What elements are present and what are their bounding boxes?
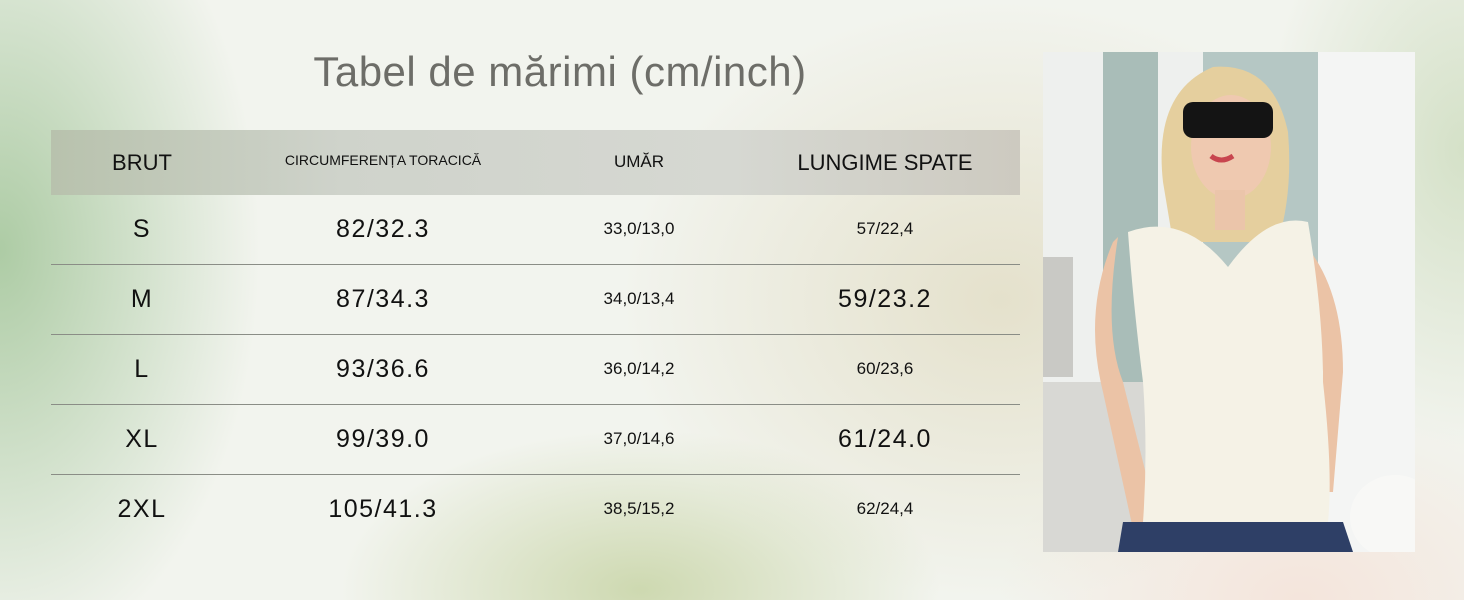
back-length-cell: 57/22,4 (856, 219, 914, 238)
size-cell: S (132, 215, 152, 243)
shoulder-cell: 36,0/14,2 (603, 359, 675, 378)
back-length-cell: 59/23.2 (838, 285, 932, 313)
header-shoulder: UMĂR (613, 152, 665, 171)
chest-cell: 87/34.3 (336, 285, 430, 313)
chest-cell: 99/39.0 (336, 425, 430, 453)
table-row: L 93/36.6 36,0/14,2 60/23,6 (51, 335, 1020, 405)
shoulder-cell: 38,5/15,2 (603, 499, 675, 518)
table-row: S 82/32.3 33,0/13,0 57/22,4 (51, 195, 1020, 265)
table-header: BRUT CIRCUMFERENȚA TORACICĂ UMĂR LUNGIME… (51, 130, 1020, 195)
chest-cell: 82/32.3 (336, 215, 430, 243)
shoulder-cell: 34,0/13,4 (603, 289, 675, 308)
shoulder-cell: 37,0/14,6 (603, 429, 675, 448)
size-cell: M (130, 285, 154, 313)
shoulder-cell: 33,0/13,0 (603, 219, 675, 238)
size-cell: XL (125, 425, 159, 453)
back-length-cell: 62/24,4 (856, 499, 914, 518)
table-row: M 87/34.3 34,0/13,4 59/23.2 (51, 265, 1020, 335)
back-length-cell: 60/23,6 (856, 359, 914, 378)
size-table: BRUT CIRCUMFERENȚA TORACICĂ UMĂR LUNGIME… (51, 130, 1020, 544)
header-back-length: LUNGIME SPATE (797, 150, 973, 175)
header-chest: CIRCUMFERENȚA TORACICĂ (284, 152, 482, 168)
header-size: BRUT (112, 150, 172, 175)
table-row: XL 99/39.0 37,0/14,6 61/24.0 (51, 405, 1020, 475)
model-photo (1043, 52, 1415, 552)
size-cell: 2XL (117, 495, 167, 523)
page-title: Tabel de mărimi (cm/inch) (313, 48, 807, 95)
size-cell: L (134, 355, 150, 383)
table-row: 2XL 105/41.3 38,5/15,2 62/24,4 (51, 475, 1020, 544)
chest-cell: 93/36.6 (336, 355, 430, 383)
back-length-cell: 61/24.0 (838, 425, 932, 453)
model-illustration (1043, 52, 1415, 552)
chest-cell: 105/41.3 (328, 495, 438, 523)
